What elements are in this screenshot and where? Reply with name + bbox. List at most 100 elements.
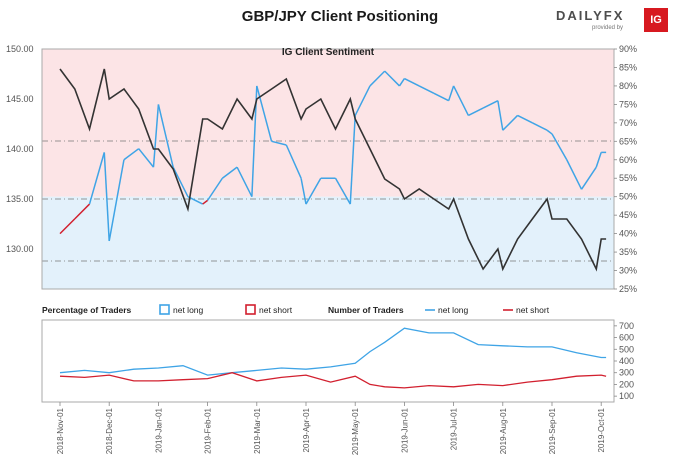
sentiment-line-segment xyxy=(398,78,406,87)
sentiment-line-segment xyxy=(103,152,110,242)
bottom-panel-frame xyxy=(41,319,615,403)
sentiment-line-segment xyxy=(236,166,253,198)
sentiment-line-segment xyxy=(595,152,602,168)
ig-badge: IG xyxy=(644,8,668,32)
sentiment-line-segment xyxy=(580,166,597,190)
sentiment-line-segment xyxy=(517,114,533,124)
chart-title: GBP/JPY Client Positioning xyxy=(241,8,439,25)
sentiment-line-segment xyxy=(482,100,499,109)
bottom-y-tick-label: 700 xyxy=(619,321,634,331)
dailyfx-logo: DAILYFX provided by IG xyxy=(556,7,674,37)
sentiment-line-segment xyxy=(334,177,351,205)
sentiment-line-segment xyxy=(285,144,302,179)
sentiment-line-segment xyxy=(354,85,371,116)
legend-group-title: Number of Traders xyxy=(328,305,404,315)
y-right-tick-label: 30% xyxy=(619,266,637,276)
x-axis: 2018-Nov-01 2018-Dec-01 2019-Jan-01 2019-Fe… xyxy=(56,402,606,455)
bottom-y-tick-label: 400 xyxy=(619,356,634,366)
sentiment-line-segment xyxy=(447,85,455,101)
bottom-y-tick-label: 500 xyxy=(619,344,634,354)
logo-subtext: provided by xyxy=(592,25,624,31)
top-panel-frame xyxy=(41,48,615,290)
y-right-tick-label: 85% xyxy=(619,62,637,72)
y-right-tick-label: 45% xyxy=(619,210,637,220)
sentiment-line-segment xyxy=(497,100,504,131)
y-right-tick-label: 65% xyxy=(619,136,637,146)
trader-count-short-line xyxy=(59,372,607,389)
sentiment-line-segment xyxy=(271,140,287,146)
sentiment-line-segment xyxy=(384,70,401,87)
legend-item-label: net long xyxy=(173,305,204,315)
y-left-tick-label: 135.00 xyxy=(6,194,34,204)
legend: Percentage of Traders net long net short Nu… xyxy=(42,304,550,315)
y-right-tick-label: 60% xyxy=(619,155,637,165)
legend-swatch-box xyxy=(159,304,170,315)
y-right-tick-label: 90% xyxy=(619,44,637,54)
sentiment-line-segment xyxy=(123,148,140,161)
legend-swatch-box xyxy=(245,304,256,315)
y-right-tick-label: 70% xyxy=(619,118,637,128)
legend-group-title: Percentage of Traders xyxy=(42,305,132,315)
sentiment-line-segment xyxy=(551,133,568,161)
bottom-y-tick-label: 300 xyxy=(619,368,634,378)
y-right-tick-label: 50% xyxy=(619,192,637,202)
x-tick-label: 2019-Sep-01 xyxy=(548,407,557,454)
sentiment-line-segment xyxy=(138,148,155,168)
sentiment-line-segment xyxy=(369,70,386,87)
x-tick-label: 2019-Apr-01 xyxy=(302,407,311,452)
x-tick-label: 2019-Feb-01 xyxy=(204,407,213,453)
x-tick-label: 2019-Jun-01 xyxy=(400,407,409,452)
net-short-zone xyxy=(42,49,614,197)
logo-text: DAILYFX xyxy=(556,8,625,23)
trader-count-long-line xyxy=(59,327,607,376)
top-panel: IG Client Sentiment 150.00 145.00 140.00 135… xyxy=(6,44,637,294)
x-tick-label: 2019-Mar-01 xyxy=(253,407,262,453)
sentiment-line-segment xyxy=(300,178,307,205)
sentiment-line-segment xyxy=(256,85,273,142)
sentiment-line-segment xyxy=(502,114,519,131)
legend-item-label: net short xyxy=(516,305,550,315)
sentiment-line-segment xyxy=(157,104,174,168)
sentiment-line-segment xyxy=(202,199,209,205)
x-tick-label: 2018-Dec-01 xyxy=(105,407,114,454)
y-left-tick-label: 130.00 xyxy=(6,244,34,254)
sentiment-line-segment xyxy=(108,159,125,242)
y-right-tick-label: 40% xyxy=(619,229,637,239)
sentiment-line-segment xyxy=(88,152,106,205)
bottom-y-tick-label: 100 xyxy=(619,391,634,401)
sentiment-line-segment xyxy=(59,218,76,235)
sentiment-line-segment xyxy=(152,104,160,168)
y-left-tick-label: 150.00 xyxy=(6,44,34,54)
x-tick-label: 2019-Aug-01 xyxy=(499,407,508,454)
sentiment-line-segment xyxy=(452,85,470,116)
price-line xyxy=(59,68,607,272)
sentiment-line-segment xyxy=(546,129,553,135)
x-tick-label: 2019-Jan-01 xyxy=(154,407,163,452)
y-right-tick-label: 55% xyxy=(619,173,637,183)
x-tick-label: 2019-Jul-01 xyxy=(450,407,459,450)
x-tick-label: 2018-Nov-01 xyxy=(56,407,65,454)
sentiment-line-segment xyxy=(206,177,223,201)
sentiment-line-segment xyxy=(566,159,583,190)
bottom-y-tick-label: 600 xyxy=(619,333,634,343)
x-tick-label: 2019-Oct-01 xyxy=(597,407,606,452)
legend-item-label: net short xyxy=(259,305,293,315)
sentiment-line-segment xyxy=(418,85,435,94)
y-right-tick-label: 75% xyxy=(619,99,637,109)
y-right-tick-label: 35% xyxy=(619,247,637,257)
y-left-tick-label: 145.00 xyxy=(6,94,34,104)
sentiment-line-segment xyxy=(221,166,238,179)
sentiment-line-segment xyxy=(349,115,356,205)
bottom-y-tick-label: 200 xyxy=(619,379,634,389)
y-left-tick-label: 140.00 xyxy=(6,144,34,154)
y-right-tick-label: 25% xyxy=(619,284,637,294)
sentiment-line-segment xyxy=(305,177,322,205)
x-tick-label: 2019-May-01 xyxy=(351,407,360,455)
sentiment-line-segment xyxy=(172,166,189,198)
y-right-tick-label: 80% xyxy=(619,81,637,91)
sentiment-line-segment xyxy=(74,203,91,220)
sentiment-line-segment xyxy=(404,77,420,87)
net-long-zone xyxy=(42,196,614,289)
